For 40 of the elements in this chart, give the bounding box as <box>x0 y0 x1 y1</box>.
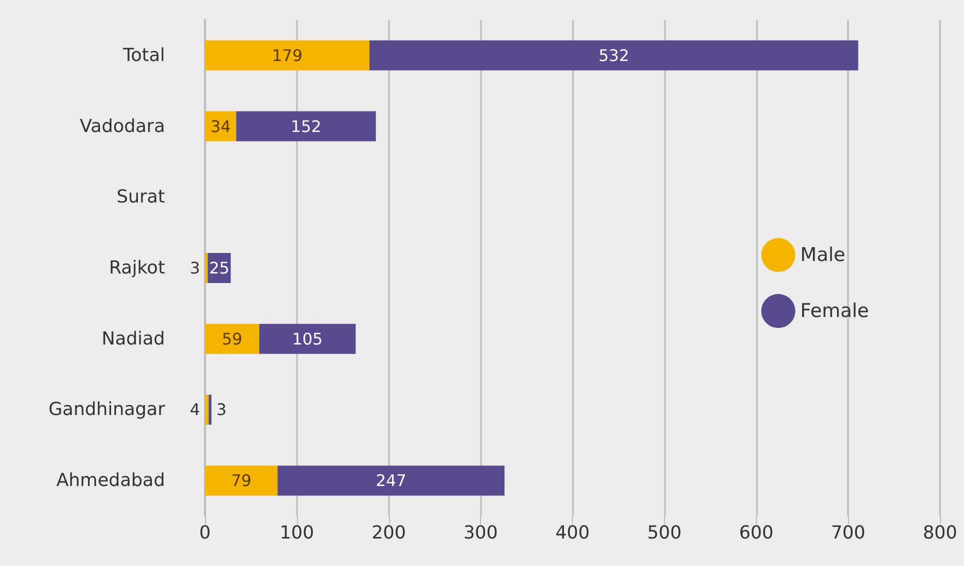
data-label: 152 <box>290 116 322 136</box>
data-label: 3 <box>216 400 227 420</box>
y-tick-label: Gandhinagar <box>48 399 166 420</box>
data-label: 4 <box>190 400 200 420</box>
x-tick-label: 700 <box>830 522 866 544</box>
data-label: 3 <box>190 258 200 278</box>
x-tick-label: 100 <box>280 522 314 544</box>
x-tick-label: 200 <box>372 522 406 544</box>
data-label: 25 <box>209 258 230 278</box>
y-tick-label: Nadiad <box>102 328 165 350</box>
y-tick-label: Ahmedabad <box>56 470 165 492</box>
data-label: 179 <box>272 46 302 65</box>
bar <box>259 324 356 354</box>
data-label: 59 <box>222 329 242 348</box>
bar <box>205 40 370 70</box>
x-tick-label: 400 <box>555 522 590 544</box>
data-label: 105 <box>292 329 323 348</box>
y-tick-label: Surat <box>116 186 165 208</box>
bar <box>369 40 858 70</box>
bar <box>205 466 278 496</box>
bar <box>205 253 208 283</box>
legend-label: Male <box>800 244 846 266</box>
bar <box>205 324 260 354</box>
bar <box>208 394 212 425</box>
legend-label: Female <box>800 300 870 322</box>
bar <box>278 466 505 496</box>
data-label: 34 <box>210 116 231 136</box>
y-tick-label: Total <box>122 44 165 66</box>
x-tick-label: 600 <box>739 522 774 544</box>
data-label: 247 <box>376 471 406 490</box>
bar <box>205 394 209 425</box>
x-tick-label: 300 <box>463 522 498 544</box>
y-tick-label: Vadodara <box>80 116 165 137</box>
x-tick-label: 0 <box>199 522 211 544</box>
y-tick-label: Rajkot <box>109 258 165 278</box>
bar <box>236 111 376 142</box>
x-tick-label: 800 <box>922 522 958 544</box>
data-label: 532 <box>598 46 630 65</box>
data-label: 79 <box>231 471 252 490</box>
x-tick-label: 500 <box>647 522 682 544</box>
